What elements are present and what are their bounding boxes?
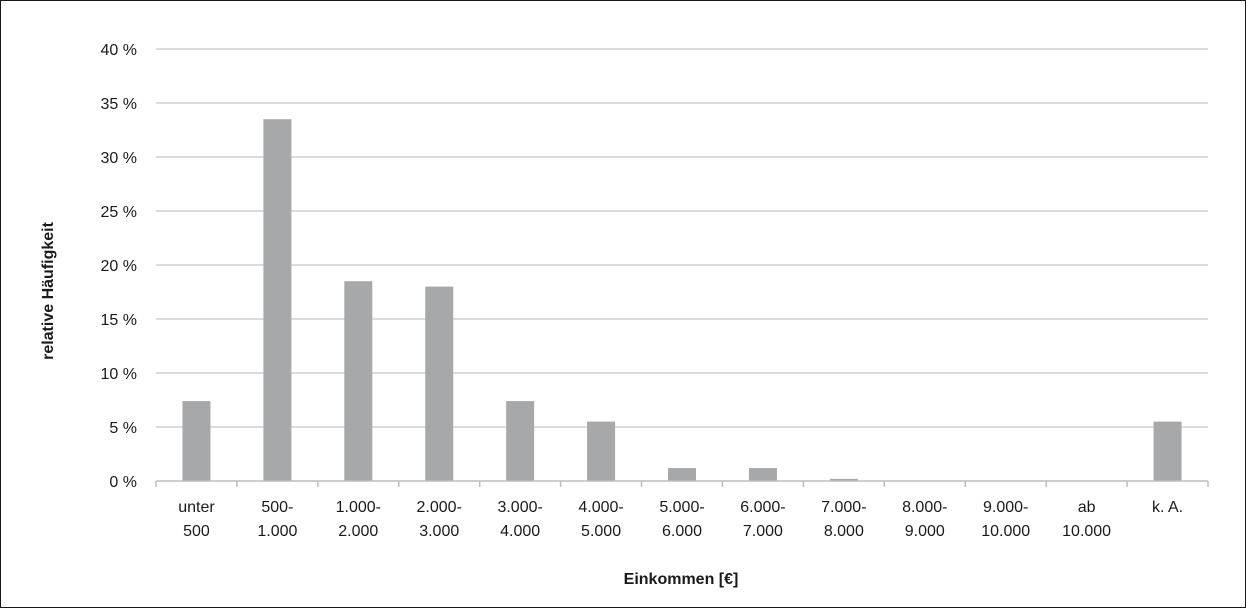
y-tick-label: 35 % [101,96,137,113]
bar [587,421,616,481]
bar [748,468,777,481]
bars [182,119,1182,481]
x-tick-label: 9.000-10.000 [981,499,1030,540]
bar [668,468,696,481]
x-tick-label: k. A. [1152,499,1183,516]
bar [829,478,858,481]
bar [425,286,454,481]
x-tick-label: 3.000-4.000 [497,499,542,540]
bar [182,401,211,481]
y-tick-label: 5 % [109,420,137,437]
bar [344,281,373,481]
y-tick-label: 15 % [101,312,137,329]
x-axis-title: Einkommen [€] [624,571,739,588]
gridlines [156,48,1208,428]
y-tick-labels: 0 % 5 % 10 % 15 % 20 % 25 % 30 % 35 % 40 % [101,42,137,491]
x-tick-label: 5.000-6.000 [659,499,704,540]
y-axis-title: relative Häufigkeit [40,221,57,360]
x-tick-label: ab 10.000 [1062,499,1111,540]
x-tick-label: 4.000-5.000 [578,499,623,540]
x-tick-label: 7.000-8.000 [821,499,866,540]
x-tick-label: 6.000-7.000 [740,499,785,540]
x-tick-label: 8.000-9.000 [902,499,947,540]
x-tick-label: 1.000-2.000 [336,499,381,540]
bar [263,119,292,481]
y-tick-label: 40 % [101,42,137,59]
y-tick-label: 25 % [101,204,137,221]
bar [1153,421,1182,481]
x-tick-label: 500-1.000 [257,499,297,540]
x-tick-label: unter 500 [178,499,215,540]
x-axis [155,480,1209,487]
y-tick-label: 20 % [101,258,137,275]
bar [506,401,535,481]
y-tick-label: 30 % [101,150,137,167]
y-tick-label: 10 % [101,366,137,383]
x-tick-label: 2.000-3.000 [417,499,462,540]
y-tick-label: 0 % [109,474,137,491]
x-tick-labels: unter 500 500-1.000 1.000-2.000 2.000-3.000 3… [178,499,1183,540]
